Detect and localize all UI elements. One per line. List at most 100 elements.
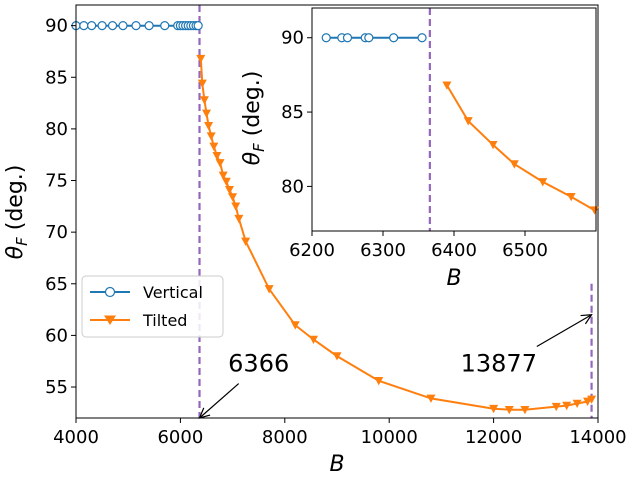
main-x-tick-label-10000: 10000 — [361, 427, 418, 448]
main-y-axis-label: θF (deg.) — [3, 165, 31, 260]
inset-y-axis-label: θF (deg.) — [240, 71, 268, 166]
main-point-tilted-14 — [234, 214, 244, 224]
main-y-tick-label-70: 70 — [45, 222, 68, 243]
main-x-ticks: 4000 6000 8000 10000 12000 14000 — [53, 418, 627, 448]
legend-marker-tilted — [104, 315, 116, 325]
legend-marker-vertical — [104, 286, 116, 298]
main-point-tilted-8 — [215, 159, 225, 168]
inset-y-ticks: 80 85 90 — [281, 28, 312, 197]
inset-point-vertical-0 — [321, 33, 331, 43]
main-point-tilted-13 — [231, 202, 241, 211]
inset-y-axis-label-symbol: θ — [240, 151, 265, 165]
inset-y-axis-label-unit: (deg.) — [240, 71, 265, 144]
inset-point-vertical-4 — [364, 33, 374, 43]
main-point-vertical-1 — [79, 21, 89, 31]
inset-x-tick-label-6400: 6400 — [431, 240, 477, 261]
annotation-arrow-13877 — [536, 314, 592, 348]
main-point-tilted-24 — [520, 405, 530, 415]
main-point-tilted-11 — [224, 186, 234, 195]
inset-point-tilted-3 — [509, 160, 519, 169]
inset-x-tick-label-6500: 6500 — [502, 240, 548, 261]
main-point-tilted-2 — [199, 96, 209, 105]
main-y-tick-label-60: 60 — [45, 325, 68, 346]
inset-y-tick-label-80: 80 — [281, 176, 304, 197]
main-point-vertical-17 — [193, 21, 203, 31]
inset-point-tilted-1 — [463, 117, 473, 126]
main-point-tilted-22 — [489, 404, 499, 414]
annotation-arrowhead-6366 — [198, 407, 211, 419]
main-x-axis-label: B — [329, 452, 344, 477]
main-annotations: 6366 13877 — [198, 314, 593, 419]
inset-plot: 6200 6300 6400 6500 80 85 90 B θF (deg.) — [240, 7, 600, 291]
main-point-tilted-9 — [218, 171, 228, 180]
legend: Vertical Tilted — [81, 275, 224, 338]
main-point-tilted-27 — [572, 399, 582, 409]
main-y-axis-label-subscript: F — [13, 237, 31, 246]
main-point-vertical-7 — [144, 21, 154, 31]
main-point-tilted-12 — [228, 193, 238, 202]
main-point-tilted-18 — [309, 335, 319, 345]
main-y-tick-label-85: 85 — [45, 67, 68, 88]
main-point-tilted-20 — [374, 377, 384, 386]
annotation-arrow-6366 — [199, 383, 240, 419]
inset-point-tilted-4 — [538, 178, 548, 187]
inset-series — [321, 33, 600, 215]
main-y-tick-label-55: 55 — [45, 377, 68, 398]
inset-x-ticks: 6200 6300 6400 6500 — [289, 231, 548, 261]
main-x-tick-label-4000: 4000 — [53, 427, 99, 448]
main-point-tilted-25 — [551, 402, 561, 412]
main-x-tick-label-12000: 12000 — [465, 427, 522, 448]
legend-label-tilted: Tilted — [142, 311, 187, 330]
main-point-tilted-15 — [241, 237, 251, 246]
main-point-tilted-0 — [196, 54, 206, 64]
main-y-axis-label-unit: (deg.) — [3, 165, 28, 238]
main-x-tick-label-8000: 8000 — [262, 427, 308, 448]
main-point-vertical-8 — [160, 21, 170, 31]
main-point-tilted-26 — [562, 401, 572, 411]
main-point-tilted-19 — [332, 352, 342, 361]
main-point-tilted-17 — [290, 321, 300, 330]
inset-point-tilted-6 — [590, 206, 600, 215]
main-y-ticks: 55 60 65 70 75 80 85 90 — [45, 16, 76, 398]
inset-point-vertical-5 — [389, 33, 399, 43]
inset-point-tilted-0 — [442, 81, 452, 90]
inset-y-tick-label-85: 85 — [281, 102, 304, 123]
inset-x-tick-label-6200: 6200 — [289, 240, 335, 261]
annotation-label-6366: 6366 — [228, 350, 289, 378]
main-y-tick-label-65: 65 — [45, 274, 68, 295]
inset-point-vertical-2 — [342, 33, 353, 43]
main-point-tilted-6 — [209, 142, 219, 151]
inset-x-axis-label: B — [446, 266, 461, 291]
main-plot-frame — [75, 4, 599, 419]
main-point-tilted-16 — [264, 285, 274, 294]
inset-point-vertical-6 — [417, 33, 427, 43]
legend-label-vertical: Vertical — [143, 283, 203, 302]
main-plot: 4000 6000 8000 10000 12000 14000 55 60 65 70 75 80… — [3, 4, 627, 477]
main-series — [71, 21, 597, 415]
main-point-tilted-3 — [202, 109, 211, 118]
main-point-tilted-7 — [212, 151, 222, 161]
main-y-tick-label-90: 90 — [45, 16, 68, 37]
main-point-vertical-4 — [107, 21, 118, 31]
inset-y-axis-label-subscript: F — [250, 143, 268, 152]
main-point-vertical-3 — [97, 21, 107, 31]
annotation-arrowhead-13877 — [580, 314, 593, 325]
main-point-tilted-5 — [206, 132, 216, 141]
main-point-vertical-5 — [118, 21, 128, 31]
main-y-tick-label-75: 75 — [45, 171, 68, 192]
annotation-label-13877: 13877 — [461, 350, 537, 378]
main-point-tilted-29 — [587, 395, 597, 404]
main-point-vertical-2 — [87, 21, 97, 31]
main-point-tilted-4 — [204, 122, 214, 131]
main-y-axis-label-symbol: θ — [3, 245, 28, 259]
main-point-vertical-6 — [131, 21, 141, 31]
inset-point-tilted-2 — [488, 140, 498, 150]
main-point-tilted-10 — [221, 177, 231, 187]
inset-point-tilted-5 — [566, 193, 576, 202]
inset-y-tick-label-90: 90 — [281, 28, 304, 49]
main-x-tick-label-6000: 6000 — [157, 427, 203, 448]
main-y-tick-label-80: 80 — [45, 119, 68, 140]
main-point-tilted-21 — [426, 394, 436, 403]
inset-background — [312, 8, 596, 231]
